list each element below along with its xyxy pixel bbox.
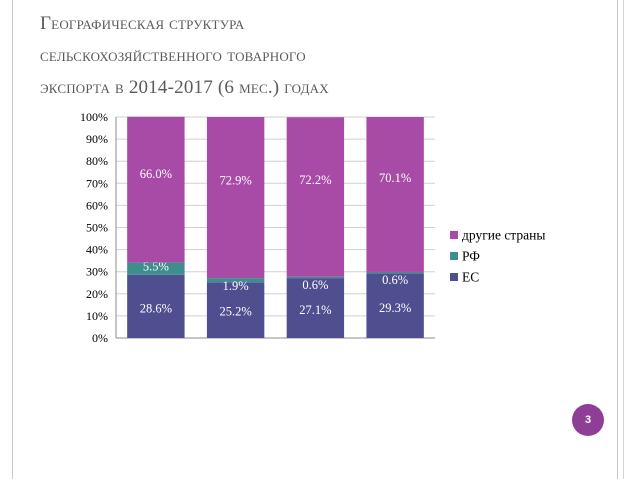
legend-swatch — [450, 273, 458, 281]
data-label: 28.6% — [140, 302, 172, 316]
bar-segment — [286, 117, 345, 277]
slide-right-border — [617, 0, 638, 479]
bar-segment — [127, 262, 185, 275]
data-label: 0.6% — [382, 273, 408, 287]
y-tick-label: 20% — [86, 287, 108, 301]
slide-left-border — [0, 0, 13, 479]
data-label: 72.9% — [219, 174, 251, 188]
y-tick-label: 60% — [86, 198, 108, 212]
y-tick-label: 40% — [86, 243, 108, 257]
data-label: 29.3% — [379, 301, 411, 315]
y-tick-label: 70% — [86, 176, 108, 190]
slide-title-line-1: Географическая структура — [40, 13, 245, 34]
bar-segment — [206, 278, 265, 283]
bar-segment — [206, 117, 265, 279]
y-tick-label: 100% — [80, 110, 108, 124]
legend-swatch — [450, 231, 458, 239]
bar-segment — [366, 273, 424, 338]
data-label: 27.1% — [299, 303, 331, 317]
data-label: 1.9% — [223, 279, 249, 293]
bar-segment — [286, 278, 345, 338]
legend-label: РФ — [462, 249, 480, 264]
slide-title-line-2: сельскохозяйственного товарного — [40, 45, 306, 66]
page-number-badge: 3 — [572, 404, 604, 436]
legend-swatch — [450, 252, 458, 260]
data-label: 25.2% — [219, 305, 251, 319]
y-tick-label: 80% — [86, 154, 108, 168]
bar-segment — [127, 116, 185, 263]
y-tick-label: 90% — [86, 132, 108, 146]
data-label: 5.5% — [143, 260, 169, 274]
legend-label: ЕС — [462, 270, 479, 285]
bar-segment — [366, 117, 424, 272]
legend-label: другие страны — [462, 228, 545, 243]
y-tick-label: 10% — [86, 309, 108, 323]
slide-title: Географическая структура сельскохозяйств… — [40, 8, 560, 104]
bar-segment — [286, 276, 345, 279]
slide-title-line-3: экспорта в 2014-2017 (6 мес.) годах — [40, 77, 329, 98]
y-tick-label: 0% — [92, 331, 108, 345]
bar-segment — [127, 274, 185, 338]
y-tick-label: 50% — [86, 221, 108, 235]
bar-segment — [366, 271, 424, 274]
bar-segment — [206, 282, 265, 338]
data-label: 66.0% — [140, 167, 172, 181]
data-label: 72.2% — [299, 173, 331, 187]
y-tick-label: 30% — [86, 265, 108, 279]
data-label: 0.6% — [302, 278, 328, 292]
data-label: 70.1% — [379, 171, 411, 185]
